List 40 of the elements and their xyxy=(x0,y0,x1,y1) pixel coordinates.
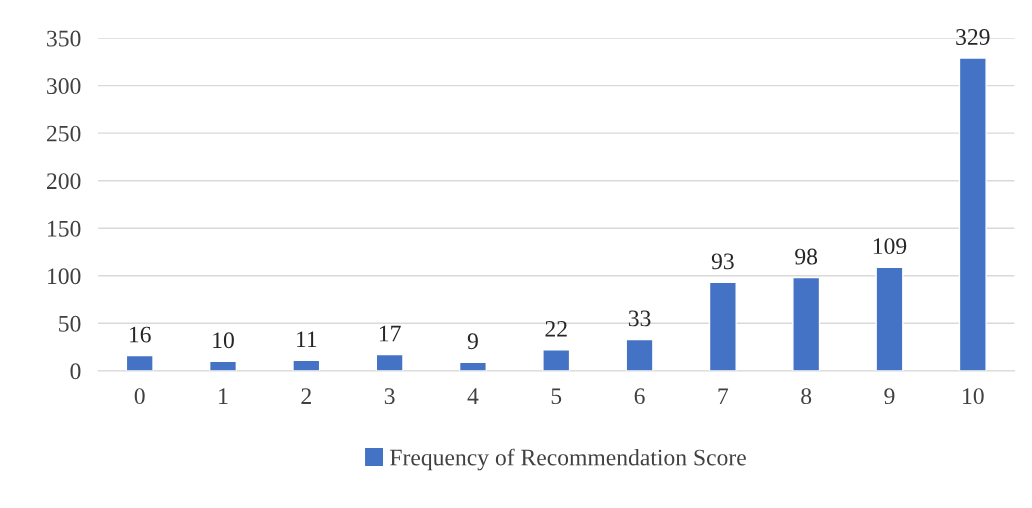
y-tick-label: 350 xyxy=(47,30,81,47)
data-label: 109 xyxy=(873,238,907,255)
y-tick-label: 100 xyxy=(48,268,81,285)
data-label: 17 xyxy=(379,325,401,342)
x-tick-label: 8 xyxy=(801,388,812,405)
x-tick-label: 6 xyxy=(634,388,645,405)
x-tick-label: 9 xyxy=(884,388,895,405)
bar xyxy=(875,266,904,371)
y-tick-label: 0 xyxy=(70,363,81,380)
x-tick-label: 5 xyxy=(551,388,562,405)
data-label: 93 xyxy=(711,253,734,270)
x-tick-label: 4 xyxy=(467,388,479,404)
x-tick-label: 0 xyxy=(134,388,145,405)
bar xyxy=(125,354,154,371)
data-label: 329 xyxy=(956,29,990,45)
x-tick-label: 2 xyxy=(301,388,311,404)
bar xyxy=(542,349,571,371)
bar xyxy=(292,359,321,371)
bar xyxy=(792,276,821,371)
data-label: 10 xyxy=(213,332,234,349)
data-label: 33 xyxy=(628,310,651,327)
y-tick-label: 150 xyxy=(48,220,81,237)
bar xyxy=(958,57,987,371)
y-tick-label: 200 xyxy=(46,173,81,190)
data-label: 11 xyxy=(297,331,317,348)
legend-label: Frequency of Recommendation Score xyxy=(390,448,746,471)
x-tick-label: 7 xyxy=(718,388,729,404)
data-label: 22 xyxy=(545,320,567,337)
bar xyxy=(625,338,654,371)
x-tick-label: 3 xyxy=(384,388,395,405)
bar xyxy=(375,353,404,371)
x-tick-label: 10 xyxy=(963,388,984,405)
bar xyxy=(708,281,737,371)
data-label: 98 xyxy=(795,248,818,265)
y-tick-label: 50 xyxy=(59,315,81,332)
y-tick-label: 250 xyxy=(46,125,81,142)
data-label: 16 xyxy=(129,326,151,343)
y-tick-label: 300 xyxy=(47,78,81,95)
x-tick-label: 1 xyxy=(219,388,228,404)
data-label: 9 xyxy=(467,333,478,350)
